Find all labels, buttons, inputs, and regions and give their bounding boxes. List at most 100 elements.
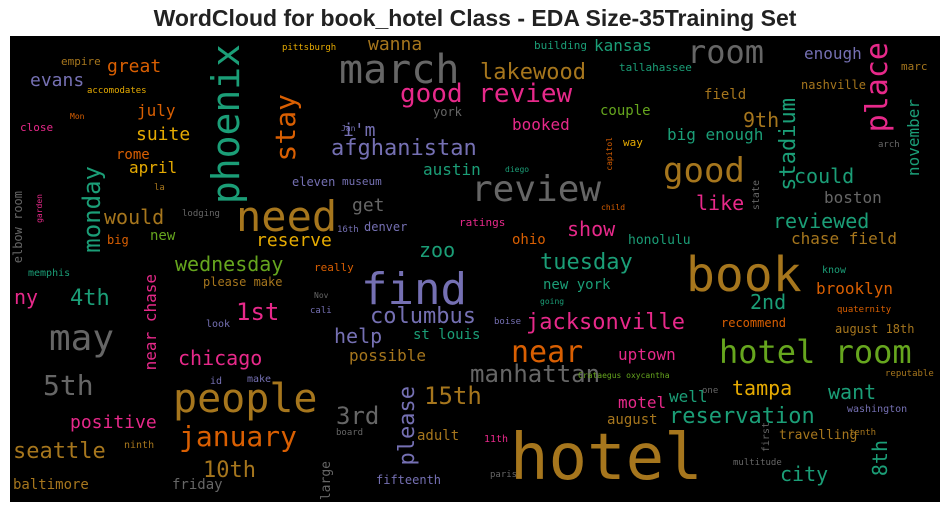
word-going: going	[540, 297, 565, 306]
word-diego: diego	[505, 165, 530, 174]
word-mon: Mon	[70, 112, 85, 121]
word-austin: austin	[423, 160, 481, 179]
word-8th: 8th	[868, 440, 892, 477]
word-kansas: kansas	[594, 36, 652, 55]
word-la: la	[154, 183, 165, 193]
word-get: get	[352, 195, 385, 216]
word-chase-field: chase field	[791, 229, 897, 248]
word-15th: 15th	[424, 382, 482, 410]
word-make: make	[247, 374, 272, 385]
word-tallahassee: tallahassee	[619, 61, 692, 74]
word-eleven: eleven	[292, 175, 336, 189]
word-find: find	[361, 264, 467, 315]
word-monday: monday	[78, 166, 106, 253]
word-3rd: 3rd	[336, 402, 380, 430]
word-may: may	[49, 318, 115, 359]
word-show: show	[567, 217, 616, 241]
word-possible: possible	[349, 346, 427, 365]
word-first: first	[761, 422, 772, 453]
word-close: close	[20, 121, 54, 134]
word-city: city	[780, 462, 829, 486]
word-could: could	[794, 164, 855, 188]
word-2nd: 2nd	[750, 290, 787, 314]
word-enough: enough	[804, 44, 862, 63]
word-people: people	[173, 376, 318, 422]
word-5th: 5th	[43, 369, 94, 402]
word-ny: ny	[14, 285, 39, 309]
word-november: november	[904, 99, 923, 177]
word-rome: rome	[116, 147, 150, 163]
word-good-review: good review	[400, 79, 573, 109]
word-seattle: seattle	[13, 439, 106, 464]
word-id: id	[210, 376, 223, 387]
word-know: know	[822, 265, 847, 276]
word-please-make: please make	[203, 275, 283, 289]
word-april: april	[129, 158, 178, 177]
word-phoenix: phoenix	[204, 44, 248, 205]
word-ohio: ohio	[512, 232, 546, 248]
word-really: really	[314, 261, 354, 274]
word-accomodates: accomodates	[87, 86, 147, 96]
wordcloud-panel: hotel book find need people march review phoeni…	[10, 36, 940, 502]
word-new-york: new york	[543, 277, 611, 293]
word-lakewood: lakewood	[480, 60, 586, 85]
word-great: great	[107, 56, 162, 77]
word-large: large	[319, 461, 334, 501]
word-boise: boise	[494, 317, 522, 327]
word-couple: couple	[600, 103, 651, 119]
word-washington: washington	[847, 404, 908, 415]
word-hotel-room: hotel room	[719, 333, 912, 371]
word-marc: marc	[901, 60, 928, 73]
word-friday: friday	[172, 477, 223, 493]
word-january: january	[179, 420, 298, 453]
word-big: big	[107, 233, 129, 247]
word-empire: empire	[61, 55, 101, 68]
word-need: need	[236, 192, 338, 241]
word-review: review	[471, 169, 602, 210]
word-big-enough: big enough	[667, 125, 764, 144]
word-quaternity: quaternity	[837, 305, 892, 315]
word-4th: 4th	[70, 286, 110, 311]
word-multitude: multitude	[733, 458, 782, 468]
word-honolulu: honolulu	[628, 233, 691, 248]
word-march: march	[339, 47, 460, 93]
word-16th: 16th	[337, 225, 359, 235]
word-crataegus-oxycantha: Crataegus oxycantha	[578, 371, 670, 380]
word-want: want	[828, 380, 877, 404]
word-good: good	[663, 151, 745, 191]
word-wednesday: wednesday	[175, 252, 284, 276]
word-paris: paris	[490, 470, 518, 480]
word-jacksonville: jacksonville	[526, 310, 685, 335]
word-room: room	[687, 36, 765, 71]
word-jan: Jan	[341, 124, 356, 133]
word-recommend: recommend	[721, 316, 787, 330]
word-hotel: hotel	[510, 421, 703, 495]
word-nov: Nov	[314, 291, 329, 300]
word-uptown: uptown	[618, 345, 676, 364]
word-would: would	[104, 205, 165, 229]
word-nashville: nashville	[801, 78, 867, 92]
word-elbow-room: elbow room	[11, 191, 25, 264]
word-i-m: i'm	[343, 120, 376, 141]
word-july: july	[137, 101, 176, 120]
word-memphis: memphis	[28, 268, 71, 279]
word-manhattan: manhattan	[470, 360, 601, 388]
word-stay: stay	[269, 94, 302, 162]
word-ratings: ratings	[459, 216, 506, 229]
word-near-chase: near chase	[141, 274, 160, 371]
word-reviewed: reviewed	[773, 209, 870, 233]
word-museum: museum	[342, 175, 382, 188]
word-tenth: tenth	[849, 428, 877, 438]
word-zoo: zoo	[419, 238, 456, 262]
word-tampa: tampa	[732, 376, 793, 400]
word-building: building	[534, 39, 587, 52]
word-state: state	[751, 180, 762, 211]
word-august-18th: august 18th	[835, 322, 915, 336]
word-lodging: lodging	[182, 209, 220, 219]
word-wanna: wanna	[368, 36, 423, 55]
word-near: near	[511, 335, 584, 370]
word-9th: 9th	[743, 108, 780, 132]
word-adult: adult	[417, 428, 460, 444]
word-capitol: capitol	[605, 137, 614, 171]
word-like: like	[696, 191, 745, 215]
